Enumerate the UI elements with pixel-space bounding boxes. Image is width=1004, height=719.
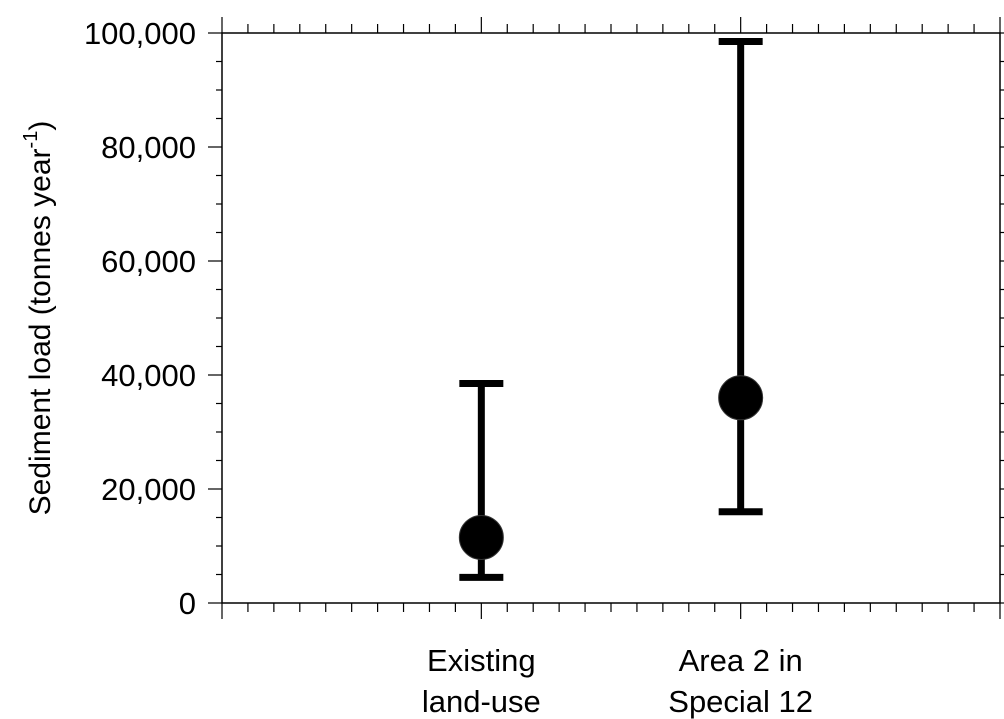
- category-label-line1: Area 2 in: [679, 643, 803, 678]
- y-tick-label: 0: [179, 586, 196, 621]
- category-label-line1: Existing: [427, 643, 536, 678]
- y-axis-tick-labels: 0 20,000 40,000 60,000 80,000 100,000: [84, 16, 196, 621]
- y-axis-ticks: [208, 32, 1004, 604]
- y-tick-label: 80,000: [101, 130, 196, 165]
- category-label-line2: land-use: [422, 684, 541, 719]
- y-tick-label: 20,000: [101, 472, 196, 507]
- y-axis-title-suffix: ): [24, 121, 57, 131]
- data-point: [458, 514, 504, 560]
- plot-frame: [221, 32, 1001, 604]
- y-tick-label: 100,000: [84, 16, 196, 51]
- y-axis-title: Sediment load (tonnes year-1): [20, 121, 57, 516]
- y-tick-label: 60,000: [101, 244, 196, 279]
- x-axis-category-labels: Existing land-use Area 2 in Special 12: [422, 643, 813, 719]
- y-axis-title-superscript: -1: [20, 131, 42, 149]
- y-tick-label: 40,000: [101, 358, 196, 393]
- plot-border: [221, 32, 1001, 604]
- x-axis-ticks: [221, 17, 1001, 619]
- data-marks: [458, 38, 764, 581]
- category-label-line2: Special 12: [668, 684, 813, 719]
- y-axis-title-main: Sediment load (tonnes year: [24, 148, 57, 515]
- data-point: [718, 375, 764, 421]
